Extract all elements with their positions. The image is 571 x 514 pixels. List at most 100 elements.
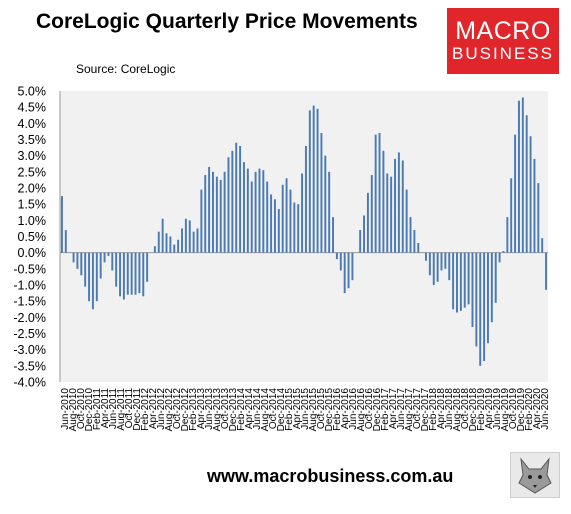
bar	[270, 194, 273, 253]
bar	[235, 142, 238, 253]
bar	[115, 252, 118, 287]
bar	[188, 220, 191, 253]
bar	[95, 252, 98, 302]
x-tick-label: Aug-2015	[308, 388, 319, 432]
bar	[471, 252, 474, 328]
bar	[239, 145, 242, 253]
x-tick-label: Feb-2012	[140, 388, 151, 431]
bar	[463, 252, 466, 308]
x-tick-label: Feb-2016	[332, 388, 343, 431]
x-tick-label: Jun-2010	[60, 388, 71, 430]
bar	[277, 209, 280, 253]
bar	[436, 252, 439, 282]
x-tick-label: Aug-2012	[164, 388, 175, 432]
y-tick-label: 1.5%	[18, 198, 47, 212]
x-tick-label: Oct-2010	[76, 388, 87, 430]
bar	[405, 189, 408, 253]
bar	[254, 171, 257, 253]
x-tick-label: Dec-2016	[372, 388, 383, 432]
x-tick-label: Apr-2018	[436, 388, 447, 430]
bar	[359, 230, 362, 253]
bar	[138, 252, 141, 294]
bar	[312, 105, 315, 253]
bar	[394, 158, 396, 253]
bar	[107, 252, 110, 256]
x-tick-label: Aug-2011	[116, 388, 127, 431]
bar	[184, 218, 187, 253]
y-tick-label: -1.0%	[13, 279, 46, 293]
x-tick-label: Apr-2019	[484, 388, 495, 430]
x-tick-label: Feb-2019	[476, 388, 487, 431]
x-tick-label: Dec-2013	[228, 388, 239, 432]
y-tick-label: 1.0%	[18, 214, 47, 228]
bar	[432, 252, 435, 285]
y-tick-label: 0.0%	[18, 246, 47, 260]
bar	[390, 176, 393, 253]
bar	[487, 252, 489, 344]
bar	[103, 252, 106, 263]
bar	[80, 252, 83, 276]
bar	[347, 252, 350, 289]
bar	[537, 183, 540, 253]
bar	[243, 162, 245, 253]
x-tick-label: Oct-2018	[460, 388, 471, 430]
x-tick-label: Apr-2015	[292, 388, 303, 430]
plot-area	[60, 91, 548, 382]
bar	[533, 158, 536, 253]
bar	[413, 230, 416, 253]
x-tick-label: Feb-2020	[524, 388, 535, 431]
x-tick-label: Apr-2017	[388, 388, 399, 430]
x-tick-label: Feb-2017	[380, 388, 391, 431]
bar	[343, 252, 346, 294]
x-tick-label: Apr-2020	[532, 388, 543, 430]
bar	[76, 252, 79, 269]
bar	[262, 170, 265, 253]
bar	[444, 252, 447, 269]
x-tick-label: Aug-2016	[356, 388, 367, 432]
bar	[541, 238, 544, 253]
bar	[91, 252, 94, 310]
bar	[258, 168, 261, 253]
bar	[146, 252, 149, 282]
x-tick-label: Oct-2014	[268, 388, 279, 430]
bar	[401, 160, 404, 253]
bar	[316, 108, 319, 253]
bar	[332, 217, 335, 253]
bar	[204, 175, 207, 253]
x-tick-label: Dec-2010	[84, 388, 95, 432]
bar	[134, 252, 137, 295]
page-title: CoreLogic Quarterly Price Movements	[36, 10, 418, 33]
logo-line-2: BUSINESS	[452, 44, 554, 63]
bar	[246, 168, 249, 253]
bar	[301, 173, 304, 253]
bar	[293, 202, 296, 253]
bar	[370, 175, 373, 253]
bar	[386, 173, 389, 253]
bar	[521, 97, 524, 253]
x-tick-label: Aug-2018	[452, 388, 463, 432]
y-tick-label: -2.5%	[13, 327, 46, 341]
x-tick-label: Aug-2019	[500, 388, 511, 432]
bar	[506, 217, 509, 253]
bar	[529, 136, 532, 253]
x-tick-label: Jun-2011	[108, 388, 119, 429]
y-tick-label: 3.0%	[18, 149, 47, 163]
bar	[490, 252, 493, 323]
bar	[514, 134, 517, 253]
bar	[494, 252, 497, 303]
bar	[60, 196, 63, 253]
x-tick-label: Apr-2016	[340, 388, 351, 430]
y-tick-label: -2.0%	[13, 311, 46, 325]
x-tick-label: Oct-2012	[172, 388, 183, 430]
bar	[192, 231, 195, 253]
x-tick-label: Apr-2011	[100, 388, 111, 429]
x-tick-label: Oct-2015	[316, 388, 327, 430]
x-tick-label: Feb-2014	[236, 388, 247, 431]
bar	[126, 252, 129, 295]
bar	[64, 230, 67, 253]
bar	[227, 157, 230, 253]
bar	[459, 252, 462, 311]
source-note: Source: CoreLogic	[76, 62, 176, 76]
bar	[196, 228, 199, 253]
